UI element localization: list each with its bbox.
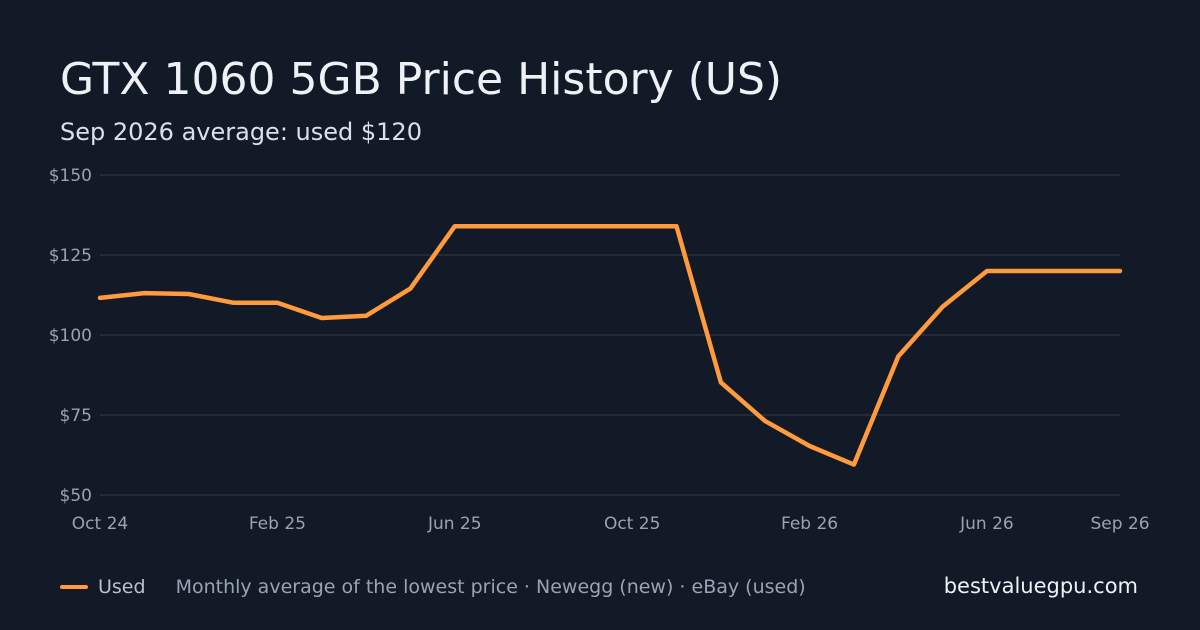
y-tick-label-100: $100 <box>49 326 92 346</box>
x-tick-label-2026-06: Jun 26 <box>959 514 1014 534</box>
chart-title: GTX 1060 5GB Price History (US) <box>60 54 783 105</box>
y-tick-label-150: $150 <box>49 166 92 186</box>
y-tick-label-125: $125 <box>49 246 92 266</box>
x-tick-label-2025-06: Jun 25 <box>427 514 482 534</box>
legend-label-used: Used <box>98 576 146 598</box>
y-tick-label-50: $50 <box>60 486 92 506</box>
site-attribution: bestvaluegpu.com <box>943 574 1138 598</box>
x-tick-label-2025-10: Oct 25 <box>604 514 660 534</box>
x-tick-label-2026-09: Sep 26 <box>1090 514 1149 534</box>
data-source-note: Monthly average of the lowest price · Ne… <box>175 576 806 598</box>
series-line-used <box>97 223 1123 467</box>
chart-footer: Used Monthly average of the lowest price… <box>60 572 806 602</box>
x-tick-label-2025-02: Feb 25 <box>249 514 306 534</box>
chart-subtitle: Sep 2026 average: used $120 <box>60 118 422 146</box>
x-tick-label-2026-02: Feb 26 <box>781 514 838 534</box>
legend-swatch-used <box>60 585 88 589</box>
x-tick-label-2024-10: Oct 24 <box>72 514 128 534</box>
y-tick-label-75: $75 <box>60 406 92 426</box>
